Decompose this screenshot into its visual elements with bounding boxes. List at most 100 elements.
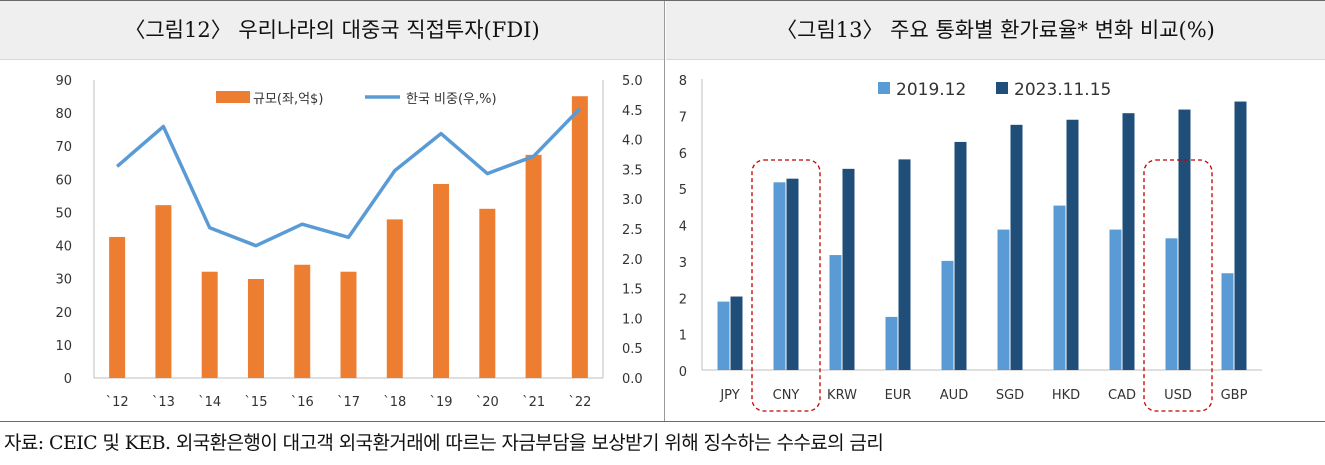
x-tick-label: SGD xyxy=(996,388,1024,403)
legend-bar-label: 규모(좌,억$) xyxy=(253,92,323,107)
right-y-tick-label: 4.5 xyxy=(622,104,643,119)
y-tick-label: 5 xyxy=(679,183,687,198)
x-tick-label: `17 xyxy=(337,395,360,410)
right-y-tick-label: 5.0 xyxy=(622,74,643,89)
fdi-amount-bar xyxy=(155,205,172,378)
fdi-amount-bar xyxy=(340,271,357,378)
x-tick-label: `14 xyxy=(198,395,221,410)
left-y-tick-label: 10 xyxy=(55,339,72,354)
x-tick-label: HKD xyxy=(1052,388,1080,403)
bar-2019-12 xyxy=(829,255,842,370)
bar-2023-11-15 xyxy=(954,141,967,370)
fdi-chart-panel: 〈그림12〉 우리나라의 대중국 직접투자(FDI) 0 10 20 30 40 50 60… xyxy=(0,0,664,420)
right-y-tick-label: 1.5 xyxy=(622,283,643,298)
y-tick-label: 4 xyxy=(679,220,687,235)
right-y-tick-label: 2.0 xyxy=(622,253,643,268)
fdi-chart: 0 10 20 30 40 50 60 70 80 90 0.0 0.5 1.0 1.5 2.0 2.5 3.0… xyxy=(55,74,643,410)
bar-2019-12 xyxy=(1221,273,1234,370)
left-y-tick-label: 30 xyxy=(55,273,72,288)
bar-2019-12 xyxy=(717,301,730,370)
y-tick-label: 1 xyxy=(679,329,687,344)
fdi-amount-bar xyxy=(571,96,588,379)
bar-2023-11-15 xyxy=(1178,109,1191,371)
bar-2023-11-15 xyxy=(842,168,855,370)
x-tick-label: `19 xyxy=(430,395,453,410)
fdi-amount-bar xyxy=(525,154,542,378)
left-y-tick-label: 60 xyxy=(55,173,72,188)
x-tick-label: KRW xyxy=(827,388,857,403)
top-rule xyxy=(0,0,1325,1)
bar-2023-11-15 xyxy=(1234,101,1247,371)
y-tick-label: 7 xyxy=(679,110,687,125)
bar-2019-12 xyxy=(997,229,1010,370)
bar-2023-11-15 xyxy=(1010,124,1023,371)
highlight-box-usd xyxy=(1143,159,1213,412)
y-tick-label: 6 xyxy=(679,147,687,162)
fdi-amount-bar xyxy=(479,208,496,378)
bar-2023-11-15 xyxy=(1122,113,1135,370)
right-y-tick-label: 0.0 xyxy=(622,372,643,387)
left-y-tick-label: 20 xyxy=(55,306,72,321)
fdi-amount-bar xyxy=(294,264,311,378)
highlight-box-cny xyxy=(751,159,821,412)
source-note: 자료: CEIC 및 KEB. 외국환은행이 대고객 외국환거래에 따르는 자금… xyxy=(4,432,884,454)
x-tick-label: CAD xyxy=(1108,388,1136,403)
fx-fee-chart: 0 1 2 3 4 5 6 7 8 JPY CNY KRW EUR AUD SGD HKD CAD USD GBP 2… xyxy=(679,74,1262,412)
bar-2019-12 xyxy=(1109,229,1122,370)
footer-rule xyxy=(0,421,1325,422)
y-tick-label: 2 xyxy=(679,292,687,307)
fdi-amount-bar xyxy=(109,236,126,378)
right-y-tick-label: 1.0 xyxy=(622,312,643,327)
korea-share-line xyxy=(115,107,582,248)
fdi-amount-bar xyxy=(247,278,264,378)
x-tick-label: `22 xyxy=(568,395,591,410)
bar-2019-12 xyxy=(941,260,954,370)
bar-2019-12 xyxy=(773,182,786,370)
x-tick-label: `12 xyxy=(106,395,129,410)
fdi-chart-title-bar: 〈그림12〉 우리나라의 대중국 직접투자(FDI) xyxy=(0,0,664,60)
left-y-tick-label: 40 xyxy=(55,240,72,255)
fx-fee-chart-title: 〈그림13〉 주요 통화별 환가료율* 변화 비교(%) xyxy=(776,18,1215,42)
bar-2023-11-15 xyxy=(898,159,911,370)
left-y-tick-label: 70 xyxy=(55,140,72,155)
y-tick-label: 0 xyxy=(679,365,687,380)
y-tick-label: 3 xyxy=(679,256,687,271)
fdi-amount-bar xyxy=(433,183,450,378)
fx-fee-chart-panel: 〈그림13〉 주요 통화별 환가료율* 변화 비교(%) 0 1 2 3 4 5 6 7 8 JP… xyxy=(666,0,1325,420)
left-y-tick-label: 90 xyxy=(55,74,72,89)
fdi-amount-bar xyxy=(201,271,218,378)
left-y-tick-label: 0 xyxy=(64,372,72,387)
x-tick-label: EUR xyxy=(885,388,912,403)
x-tick-label: GBP xyxy=(1221,388,1248,403)
left-y-tick-label: 80 xyxy=(55,107,72,122)
y-tick-label: 8 xyxy=(679,74,687,89)
bar-2019-12 xyxy=(885,316,898,370)
x-tick-label: USD xyxy=(1164,388,1192,403)
bar-2023-11-15 xyxy=(1066,119,1079,371)
left-y-tick-label: 50 xyxy=(55,206,72,221)
x-tick-label: CNY xyxy=(773,388,800,403)
x-tick-label: `21 xyxy=(522,395,545,410)
bar-2019-12 xyxy=(1053,205,1066,370)
legend-2023-label: 2023.11.15 xyxy=(1014,80,1111,100)
legend-line-label: 한국 비중(우,%) xyxy=(406,92,497,107)
legend-2019-label: 2019.12 xyxy=(896,80,966,100)
x-tick-label: `18 xyxy=(383,395,406,410)
right-y-tick-label: 4.0 xyxy=(622,134,643,149)
legend-2023-swatch xyxy=(996,82,1008,94)
right-y-tick-label: 3.5 xyxy=(622,163,643,178)
x-tick-label: JPY xyxy=(719,388,739,403)
bar-2023-11-15 xyxy=(786,178,799,370)
x-tick-label: `16 xyxy=(291,395,314,410)
right-y-tick-label: 2.5 xyxy=(622,223,643,238)
fdi-amount-bar xyxy=(386,219,403,378)
legend-bar-swatch xyxy=(216,91,250,103)
bar-2019-12 xyxy=(1165,238,1178,370)
legend-2019-swatch xyxy=(878,82,890,94)
bar-2023-11-15 xyxy=(730,296,743,370)
fdi-chart-title: 〈그림12〉 우리나라의 대중국 직접투자(FDI) xyxy=(124,18,540,42)
panel-divider xyxy=(664,0,665,421)
x-tick-label: AUD xyxy=(940,388,968,403)
x-tick-label: `13 xyxy=(152,395,175,410)
right-y-tick-label: 0.5 xyxy=(622,342,643,357)
